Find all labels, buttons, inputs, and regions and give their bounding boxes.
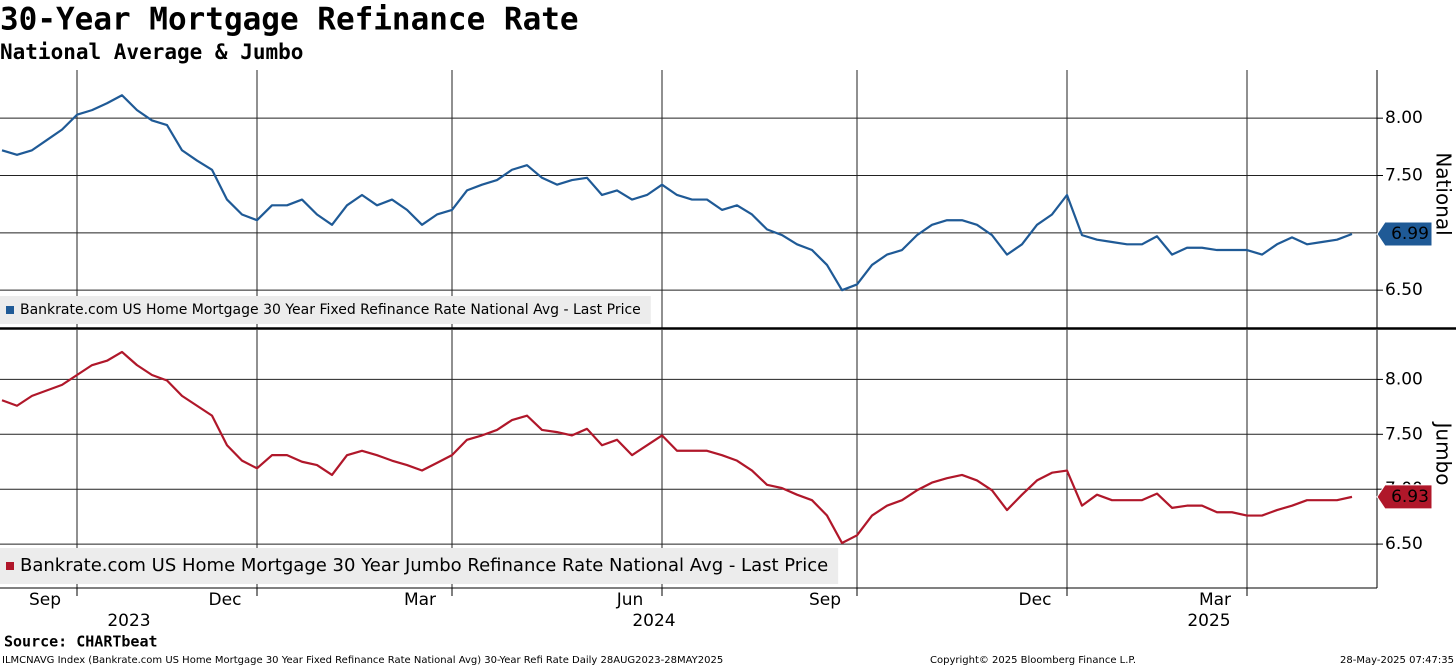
footer-copyright: Copyright© 2025 Bloomberg Finance L.P. [930,655,1136,666]
chart-title: 30-Year Mortgage Refinance Rate [0,2,579,38]
chart-subtitle: National Average & Jumbo [0,40,303,64]
y-tick-label: 8.00 [1385,369,1423,389]
legend-label: Bankrate.com US Home Mortgage 30 Year Fi… [20,302,641,318]
y-tick-label: 6.50 [1385,534,1423,554]
x-tick-label: Jun [616,590,644,610]
x-tick-label: Mar [1199,590,1231,610]
y-tick-label: 8.00 [1385,108,1423,128]
y-tick-label: 6.50 [1385,280,1423,300]
footer-description: ILMCNAVG Index (Bankrate.com US Home Mor… [2,655,723,666]
x-tick-label: Sep [29,590,61,610]
legend-swatch [6,562,14,570]
x-tick-label: Dec [1019,590,1052,610]
last-value-label: 6.93 [1391,487,1429,507]
legend-swatch [6,306,14,314]
x-group-label: 2025 [1187,611,1230,631]
footer-timestamp: 28-May-2025 07:47:35 [1340,655,1454,666]
y-tick-label: 7.50 [1385,424,1423,444]
legend-box [0,296,651,324]
x-tick-label: Mar [404,590,436,610]
last-value-label: 6.99 [1391,224,1429,244]
source: Source: CHARTbeat [4,633,158,651]
legend-label: Bankrate.com US Home Mortgage 30 Year Ju… [20,555,828,576]
line [1,94,1353,292]
x-group-label: 2024 [632,611,675,631]
x-tick-label: Dec [209,590,242,610]
y-tick-label: 7.50 [1385,165,1423,185]
line [1,350,1353,545]
last-value-tag [1376,484,1433,510]
y-axis-label: Jumbo [1432,421,1456,486]
x-group-label: 2023 [107,611,150,631]
last-value-tag [1376,221,1433,247]
y-axis-label: National [1432,152,1456,235]
x-tick-label: Sep [809,590,841,610]
legend-box [0,548,839,584]
